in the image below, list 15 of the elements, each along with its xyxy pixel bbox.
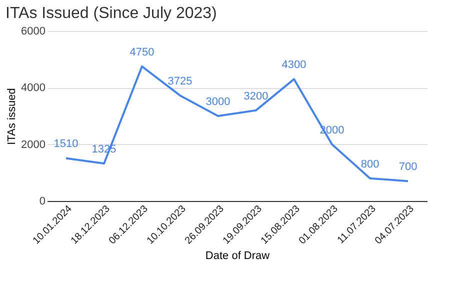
data-label: 3725	[168, 75, 192, 88]
data-label: 3000	[206, 96, 230, 108]
data-label: 3200	[244, 90, 268, 102]
data-label: 700	[398, 161, 418, 174]
y-tick-label: 4000	[21, 82, 46, 94]
data-label: 4750	[130, 46, 154, 58]
y-axis-title: ITAs issued	[6, 88, 18, 145]
y-tick-label: 2000	[21, 138, 46, 151]
x-axis-title: Date of Draw	[205, 250, 270, 262]
data-label: 1510	[54, 138, 78, 150]
y-tick-label: 6000	[21, 26, 46, 38]
data-label: 4300	[282, 59, 306, 72]
y-tick-label: 0	[39, 196, 46, 208]
data-label: 800	[360, 158, 380, 170]
chart-title: ITAs Issued (Since July 2023)	[6, 5, 217, 22]
